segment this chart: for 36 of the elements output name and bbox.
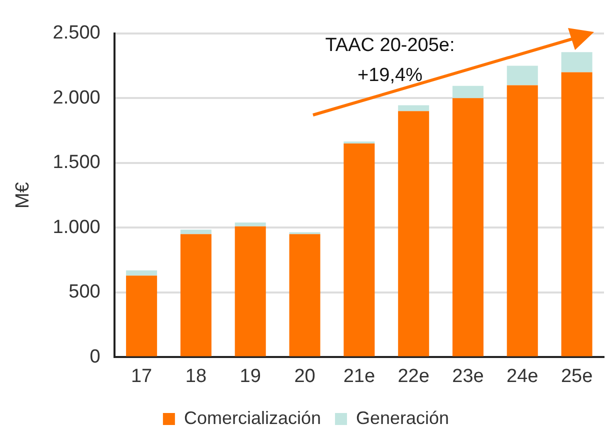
- x-tick-label: 20: [294, 366, 316, 387]
- bar: [452, 86, 484, 98]
- x-tick-label: 19: [240, 366, 261, 387]
- x-tick-label: 25e: [560, 366, 593, 387]
- bar: [452, 98, 484, 356]
- legend-label: Generación: [356, 408, 450, 428]
- annotation: TAAC 20-205e:: [325, 35, 455, 56]
- y-tick-label: 500: [68, 282, 100, 303]
- bar: [561, 72, 592, 356]
- annotation: +19,4%: [358, 65, 423, 86]
- y-tick-label: 2.000: [52, 87, 100, 108]
- bar: [506, 66, 538, 86]
- bar: [561, 52, 592, 72]
- bar: [126, 276, 158, 356]
- bar: [126, 270, 158, 276]
- x-tick-label: 22e: [398, 366, 430, 387]
- legend-label: Comercialización: [184, 408, 322, 428]
- x-tick-label: 18: [185, 366, 207, 387]
- bar: [180, 234, 212, 356]
- bar: [506, 85, 538, 356]
- bar: [234, 226, 266, 356]
- y-tick-label: 0: [90, 346, 100, 368]
- y-axis-title: M€: [12, 182, 34, 209]
- x-tick-label: 24e: [506, 366, 538, 387]
- bar: [344, 143, 375, 356]
- x-tick-label: 23e: [452, 366, 484, 387]
- x-tick-label: 21e: [343, 366, 376, 387]
- y-tick-label: 2.500: [52, 22, 100, 44]
- y-tick-label: 1.000: [52, 216, 100, 238]
- bar: [398, 105, 430, 112]
- y-tick-label: 1.500: [52, 152, 100, 174]
- x-tick-label: 17: [130, 366, 152, 387]
- bar: [180, 230, 212, 234]
- bar: [289, 234, 320, 356]
- bar: [398, 111, 430, 356]
- bar: [234, 222, 266, 226]
